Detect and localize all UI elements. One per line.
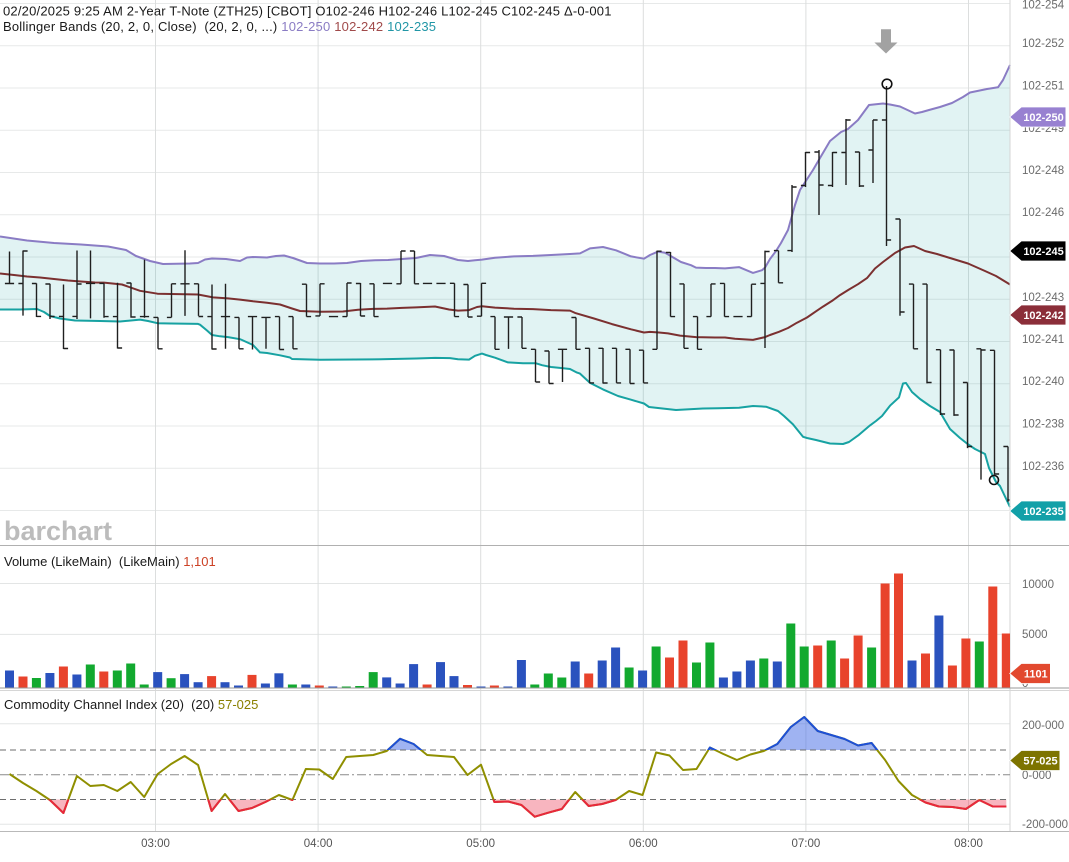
svg-text:200-000: 200-000 <box>1022 720 1064 732</box>
svg-text:102-254: 102-254 <box>1022 0 1065 12</box>
svg-text:barchart: barchart <box>4 516 112 546</box>
svg-text:102-241: 102-241 <box>1022 334 1064 346</box>
svg-text:0: 0 <box>1022 678 1028 690</box>
svg-text:102-243: 102-243 <box>1022 292 1064 304</box>
svg-text:102-245: 102-245 <box>1023 246 1063 258</box>
svg-text:0-000: 0-000 <box>1022 770 1051 782</box>
svg-text:04:00: 04:00 <box>304 838 333 850</box>
svg-text:-200-000: -200-000 <box>1022 819 1068 831</box>
svg-text:102-251: 102-251 <box>1022 81 1064 93</box>
svg-text:5000: 5000 <box>1022 629 1048 641</box>
svg-text:102-242: 102-242 <box>1023 310 1063 322</box>
svg-text:02/20/2025 9:25 AM 2-Year T-No: 02/20/2025 9:25 AM 2-Year T-Note (ZTH25)… <box>3 4 612 19</box>
svg-text:08:00: 08:00 <box>954 838 983 850</box>
svg-text:102-246: 102-246 <box>1022 207 1064 219</box>
svg-text:06:00: 06:00 <box>629 838 658 850</box>
svg-text:102-235: 102-235 <box>1023 506 1063 518</box>
svg-text:102-236: 102-236 <box>1022 461 1064 473</box>
svg-text:1101: 1101 <box>1024 669 1048 681</box>
svg-text:Commodity Channel Index (20): Commodity Channel Index (20) (20) 57-025 <box>4 697 258 712</box>
svg-text:Volume (LikeMain) (LikeMain): Volume (LikeMain) (LikeMain) 1,101 <box>4 554 216 569</box>
svg-text:05:00: 05:00 <box>466 838 495 850</box>
svg-text:102-248: 102-248 <box>1022 165 1064 177</box>
svg-text:57-025: 57-025 <box>1023 756 1057 768</box>
svg-text:102-252: 102-252 <box>1022 38 1064 50</box>
svg-text:102-240: 102-240 <box>1022 376 1064 388</box>
svg-text:10000: 10000 <box>1022 579 1054 591</box>
svg-text:03:00: 03:00 <box>141 838 170 850</box>
svg-text:102-250: 102-250 <box>1023 112 1063 124</box>
svg-text:Bollinger Bands (20, 2, 0, Clo: Bollinger Bands (20, 2, 0, Close) (20, 2… <box>3 19 436 34</box>
svg-text:07:00: 07:00 <box>792 838 821 850</box>
svg-text:102-238: 102-238 <box>1022 419 1064 431</box>
